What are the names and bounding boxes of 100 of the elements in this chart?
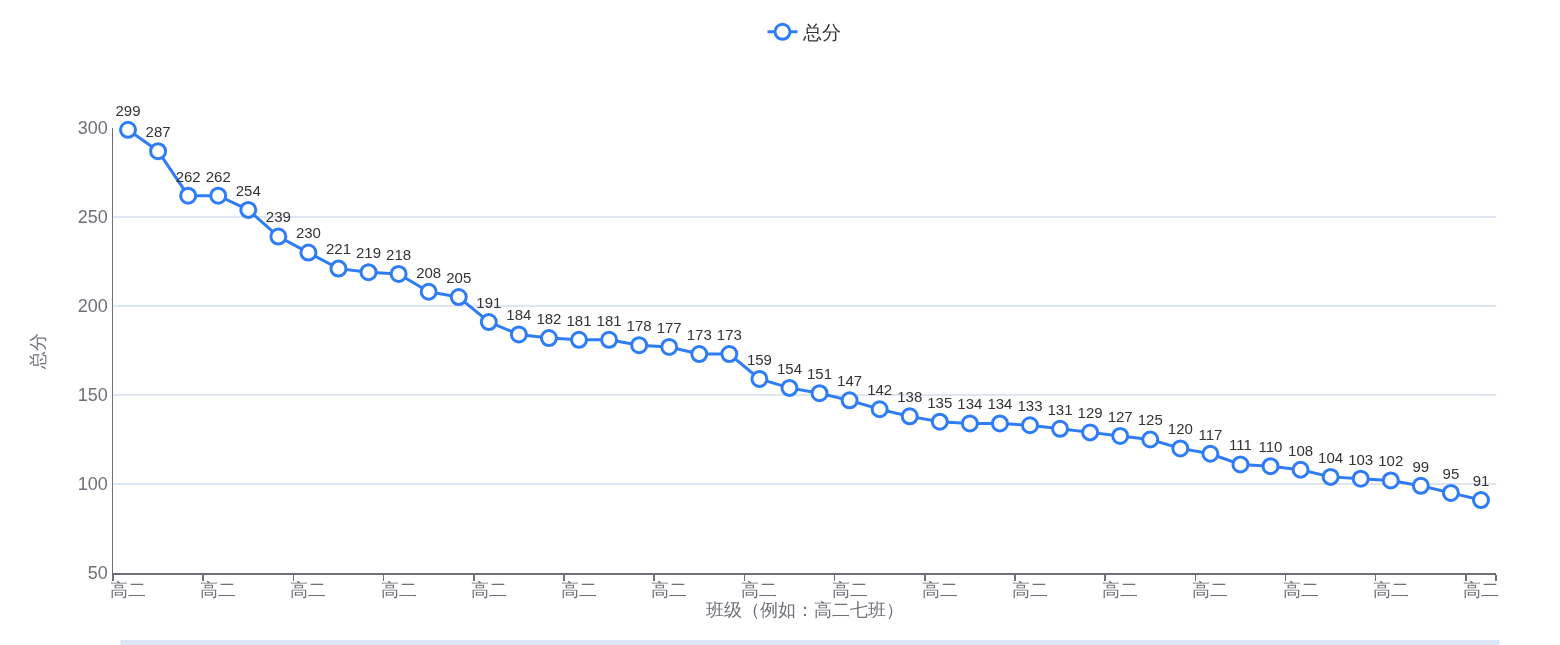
data-label: 154 [776,359,802,377]
data-label: 102 [1378,452,1404,470]
x-tick-label: 高二 [1011,580,1048,601]
data-label: 262 [205,167,231,185]
data-label: 103 [1348,450,1374,468]
point [1141,430,1160,449]
point [600,330,619,349]
data-label: 191 [476,293,502,311]
x-axis-title: 班级（例如：高二七班） [705,600,904,621]
point [810,384,829,403]
point [269,227,288,246]
data-label: 91 [1472,471,1490,489]
point [299,243,318,262]
x-tick-label: 高二 [380,580,417,601]
data-label: 108 [1288,441,1314,459]
data-label: 173 [716,325,742,343]
x-tick-label: 高二 [831,580,868,601]
point [1231,455,1250,474]
y-tick-label: 150 [77,385,108,406]
x-tick-label: 高二 [290,580,327,601]
point [179,186,198,205]
data-label: 104 [1318,448,1344,466]
x-tick-label: 高二 [921,580,958,601]
x-tick-label: 高二 [470,580,507,601]
data-label: 125 [1137,411,1163,429]
point [840,391,859,410]
data-label: 173 [686,325,712,343]
point [1261,457,1280,476]
point [990,414,1009,433]
data-label: 181 [566,311,592,329]
legend-label: 总分 [801,22,841,44]
data-label: 138 [897,388,923,406]
y-tick-label: 200 [77,296,108,317]
point [570,330,589,349]
x-tick-label: 高二 [561,580,598,601]
data-label: 95 [1442,464,1460,482]
point [449,288,468,307]
point [1321,467,1340,486]
point [479,313,498,332]
point [1111,426,1130,445]
data-label: 120 [1167,420,1193,438]
point [239,200,258,219]
point [1021,416,1039,435]
data-label: 182 [536,309,562,327]
point [149,142,168,161]
point [1411,476,1430,495]
data-label: 131 [1047,400,1073,418]
x-tick-label: 高二 [651,580,688,601]
data-label: 129 [1077,404,1103,422]
point [930,412,949,431]
point [419,282,438,301]
data-label: 133 [1017,397,1043,415]
point [750,369,769,388]
data-label: 142 [867,381,893,399]
data-label: 218 [386,245,412,263]
point [1381,471,1400,490]
x-tick-label: 高二 [741,580,778,601]
y-tick-label: 250 [77,207,108,228]
data-label: 230 [295,224,321,242]
data-label: 287 [145,123,171,141]
data-label: 262 [175,167,201,185]
point [209,186,228,205]
data-label: 299 [115,101,141,119]
data-label: 177 [656,318,682,336]
point [720,345,739,364]
point [630,336,649,355]
data-label: 221 [325,240,352,258]
data-label: 181 [596,311,622,329]
data-label: 99 [1412,457,1430,475]
point [359,263,378,282]
point [1051,419,1070,438]
point [329,259,348,278]
data-label: 178 [626,317,652,335]
data-label: 159 [746,350,772,368]
point [900,407,919,426]
point [870,400,889,419]
data-label: 134 [987,395,1013,413]
point [1201,444,1220,463]
data-label: 127 [1107,407,1133,425]
data-label: 208 [416,263,442,281]
data-label: 135 [927,393,953,411]
point [690,345,709,364]
point [1081,423,1100,442]
y-tick-label: 100 [77,474,108,495]
data-label: 205 [446,268,472,286]
data-label: 134 [957,395,983,413]
point [539,329,558,348]
x-tick-label: 高二 [1372,580,1409,601]
point [1471,491,1490,510]
y-tick-label: 300 [77,118,108,139]
point [660,337,679,356]
data-label: 254 [235,181,261,199]
data-label: 184 [506,306,532,324]
point [960,414,979,433]
data-label: 110 [1258,438,1283,456]
data-label: 239 [265,208,291,226]
data-label: 117 [1198,425,1223,443]
y-axis-title: 总分 [28,332,49,370]
point [1291,460,1310,479]
y-tick-label: 50 [87,563,108,584]
